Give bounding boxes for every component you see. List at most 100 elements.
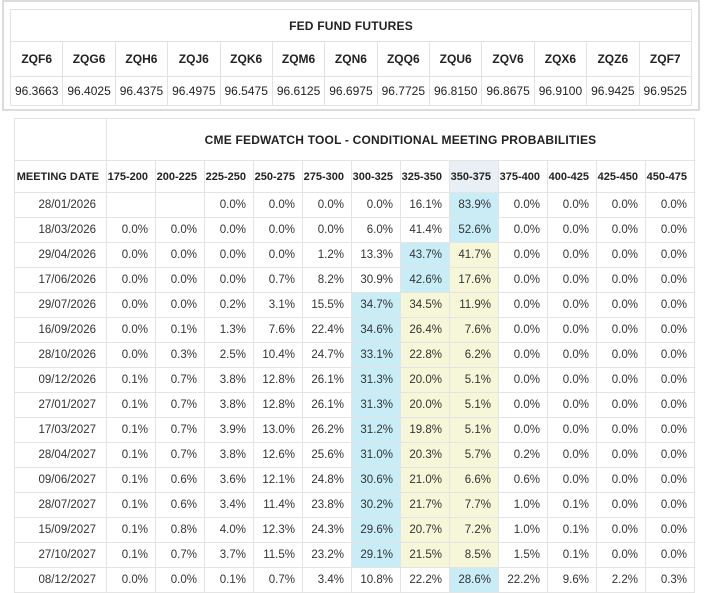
probability-cell: 26.1% [302,367,352,393]
probability-cell: 0.0% [498,217,548,243]
probability-cell: 0.0% [547,442,597,468]
meeting-date-cell: 16/09/2026 [14,317,107,343]
probability-cell: 20.0% [400,392,450,418]
probability-cell: 0.1% [106,392,156,418]
probability-cell: 5.7% [449,442,499,468]
probability-cell: 0.0% [106,267,156,293]
probability-cell: 0.0% [498,392,548,418]
probability-cell: 34.5% [400,292,450,318]
probability-cell: 0.0% [596,367,646,393]
probability-cell: 0.0% [253,192,303,218]
probability-cell: 0.0% [498,317,548,343]
futures-price-cell: 96.6975 [324,76,378,106]
probability-cell: 13.3% [351,242,401,268]
probability-cell: 5.1% [449,367,499,393]
probability-cell: 0.7% [253,267,303,293]
probability-cell: 7.2% [449,517,499,543]
probability-cell: 0.8% [155,517,205,543]
probability-cell: 30.2% [351,492,401,518]
futures-price-cell: 96.7725 [376,76,431,106]
fed-fund-futures-table: FED FUND FUTURES ZQF6 ZQG6 ZQH6 ZQJ6 ZQK6 ZQM… [9,9,692,106]
meeting-row: 18/03/2026 0.0% 0.0% 0.0% 0.0% 0.0% 6.0% 41.4% 5… [14,217,696,243]
probability-cell: 83.9% [449,192,499,218]
probability-cell: 12.3% [253,517,303,543]
meeting-row: 09/06/2027 0.1% 0.6% 3.6% 12.1% 24.8% 30.6% 21.… [14,467,696,493]
rate-range-header: 450-475 [644,160,696,193]
probability-cell: 0.1% [106,417,156,443]
probability-cell: 22.8% [400,342,450,368]
probability-cell: 24.7% [302,342,352,368]
probability-cell: 0.0% [253,217,303,243]
meeting-row: 15/09/2027 0.1% 0.8% 4.0% 12.3% 24.3% 29.6% 20.… [14,517,696,543]
probability-cell: 0.0% [498,292,548,318]
probability-cell: 41.4% [400,217,450,243]
probability-cell: 1.0% [498,492,548,518]
probability-cell: 0.0% [155,292,205,318]
futures-contract-header: ZQV6 [481,41,535,77]
probability-cell: 0.0% [644,267,696,293]
probability-cell: 0.0% [204,217,254,243]
probability-cell: 0.0% [644,342,696,368]
probability-cell: 22.2% [400,567,450,593]
probability-cell: 3.8% [204,367,254,393]
meeting-row: 28/04/2027 0.1% 0.7% 3.8% 12.6% 25.6% 31.0% 20.… [14,442,696,468]
probability-cell: 0.1% [155,317,205,343]
probability-cell: 0.0% [155,567,205,593]
meeting-row: 28/07/2027 0.1% 0.6% 3.4% 11.4% 23.8% 30.2% 21.… [14,492,696,518]
probability-cell: 0.0% [302,192,352,218]
probability-cell: 0.0% [596,542,646,568]
probability-cell: 15.5% [302,292,352,318]
probability-cell: 0.0% [547,342,597,368]
probability-cell: 11.4% [253,492,303,518]
probability-cell: 0.0% [204,242,254,268]
probability-cell: 0.0% [547,367,597,393]
meeting-date-cell: 15/09/2027 [14,517,107,543]
probability-cell: 1.5% [498,542,548,568]
probability-cell: 26.2% [302,417,352,443]
probability-cell: 0.0% [644,467,696,493]
probability-cell: 12.8% [253,392,303,418]
futures-contract-header: ZQZ6 [586,41,640,77]
fedwatch-header-row: MEETING DATE 175-200 200-225 225-250 250-27… [14,160,696,193]
probability-cell: 1.0% [498,517,548,543]
probability-cell: 0.0% [644,392,696,418]
probability-cell: 0.0% [302,217,352,243]
probability-cell: 0.0% [644,242,696,268]
probability-cell: 17.6% [449,267,499,293]
probability-cell: 34.6% [351,317,401,343]
probability-cell: 0.0% [498,242,548,268]
probability-cell: 5.1% [449,392,499,418]
probability-cell: 0.0% [547,242,597,268]
probability-cell: 10.4% [253,342,303,368]
probability-cell: 0.0% [644,217,696,243]
probability-cell: 0.1% [547,492,597,518]
probability-cell: 52.6% [449,217,499,243]
probability-cell: 0.1% [106,442,156,468]
meeting-row: 17/06/2026 0.0% 0.0% 0.0% 0.7% 8.2% 30.9% 42.6%… [14,267,696,293]
probability-cell: 0.0% [155,242,205,268]
probability-cell: 0.0% [644,442,696,468]
probability-cell: 0.0% [596,467,646,493]
probability-cell: 22.4% [302,317,352,343]
fedwatch-table-title: CME FEDWATCH TOOL - CONDITIONAL MEETING … [105,118,696,161]
probability-cell: 23.2% [302,542,352,568]
rate-range-header: 225-250 [204,160,254,193]
meeting-date-cell: 09/12/2026 [14,367,107,393]
probability-cell: 0.7% [155,442,205,468]
meeting-row: 29/07/2026 0.0% 0.0% 0.2% 3.1% 15.5% 34.7% 34.5… [14,292,696,318]
probability-cell: 0.0% [547,217,597,243]
probability-cell: 0.0% [204,192,254,218]
probability-cell: 28.6% [449,567,499,593]
probability-cell: 0.3% [644,567,696,593]
meeting-row: 27/01/2027 0.1% 0.7% 3.8% 12.8% 26.1% 31.3% 20.… [14,392,696,418]
meeting-date-cell: 17/06/2026 [14,267,107,293]
probability-cell: 0.0% [644,192,696,218]
fedwatch-title-row: CME FEDWATCH TOOL - CONDITIONAL MEETING … [14,118,696,161]
futures-price-cell: 96.6125 [271,76,326,106]
probability-cell: 8.2% [302,267,352,293]
probability-cell: 0.0% [106,317,156,343]
probability-cell: 20.7% [400,517,450,543]
rate-range-header: 325-350 [400,160,450,193]
probability-cell: 0.0% [596,317,646,343]
probability-cell: 0.6% [155,492,205,518]
